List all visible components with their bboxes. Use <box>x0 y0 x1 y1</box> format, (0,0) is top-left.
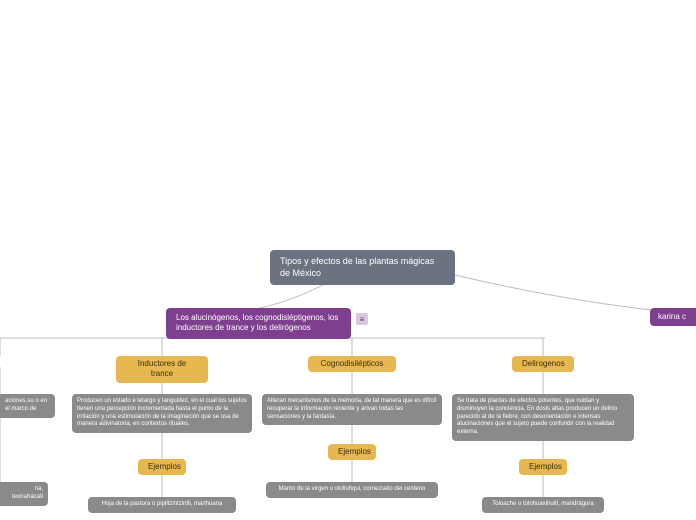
ejemplo-delirogenos[interactable]: Toloache o tolohuaxihuitl, mandrágora <box>482 497 604 513</box>
ejemplo-alucin-fragment-text: na, teonahácatl <box>12 486 43 500</box>
category-delirogenos-label: Delirogenos <box>522 359 565 368</box>
category-inductores-label: Inductores de trance <box>138 359 186 378</box>
mindmap-canvas: Tipos y efectos de las plantas mágicas d… <box>0 0 696 520</box>
root-node[interactable]: Tipos y efectos de las plantas mágicas d… <box>270 250 455 285</box>
desc-alucin-fragment[interactable]: aciones.su o en el marco de <box>0 394 55 418</box>
ejemplo-alucin-fragment[interactable]: na, teonahácatl <box>0 482 48 506</box>
desc-cognodis[interactable]: Alteran mecanismos de la memoria, de tal… <box>262 394 442 425</box>
desc-delirogenos-text: Se trata de plantas de efectos potentes,… <box>457 398 617 435</box>
ejemplos-cognodis-label: Ejemplos <box>338 447 371 456</box>
ejemplos-delirogenos[interactable]: Ejemplos <box>519 459 567 475</box>
ejemplo-cognodis[interactable]: Manto de la virgen u ololiuhqui, cornezu… <box>266 482 438 498</box>
branch-right-label: karina c <box>658 312 686 321</box>
category-cognodis[interactable]: Cognodisilépticos <box>308 356 396 372</box>
root-title: Tipos y efectos de las plantas mágicas d… <box>280 256 434 278</box>
ejemplos-inductores[interactable]: Ejemplos <box>138 459 186 475</box>
category-cognodis-label: Cognodisilépticos <box>321 359 384 368</box>
category-inductores[interactable]: Inductores de trance <box>116 356 208 383</box>
category-delirogenos[interactable]: Delirogenos <box>512 356 574 372</box>
desc-delirogenos[interactable]: Se trata de plantas de efectos potentes,… <box>452 394 634 441</box>
branch-right[interactable]: karina c <box>650 308 696 326</box>
desc-inductores-text: Producen un estado e letargo y languidez… <box>77 398 247 427</box>
branch-main-label: Los alucinógenos, los cognodisléptigenos… <box>176 313 338 332</box>
ejemplo-inductores[interactable]: Hoja de la pastora o pipiltzintzintli, m… <box>88 497 236 513</box>
desc-alucin-fragment-text: aciones.su o en el marco de <box>5 398 47 412</box>
ejemplo-inductores-text: Hoja de la pastora o pipiltzintzintli, m… <box>102 501 223 507</box>
ejemplo-cognodis-text: Manto de la virgen u ololiuhqui, cornezu… <box>279 486 426 492</box>
desc-inductores[interactable]: Producen un estado e letargo y languidez… <box>72 394 252 433</box>
ejemplos-cognodis[interactable]: Ejemplos <box>328 444 376 460</box>
ejemplos-inductores-label: Ejemplos <box>148 462 181 471</box>
notes-icon[interactable]: ≡ <box>356 313 368 325</box>
branch-main[interactable]: Los alucinógenos, los cognodisléptigenos… <box>166 308 351 339</box>
ejemplos-delirogenos-label: Ejemplos <box>529 462 562 471</box>
desc-cognodis-text: Alteran mecanismos de la memoria, de tal… <box>267 398 436 420</box>
ejemplo-delirogenos-text: Toloache o tolohuaxihuitl, mandrágora <box>492 501 593 507</box>
